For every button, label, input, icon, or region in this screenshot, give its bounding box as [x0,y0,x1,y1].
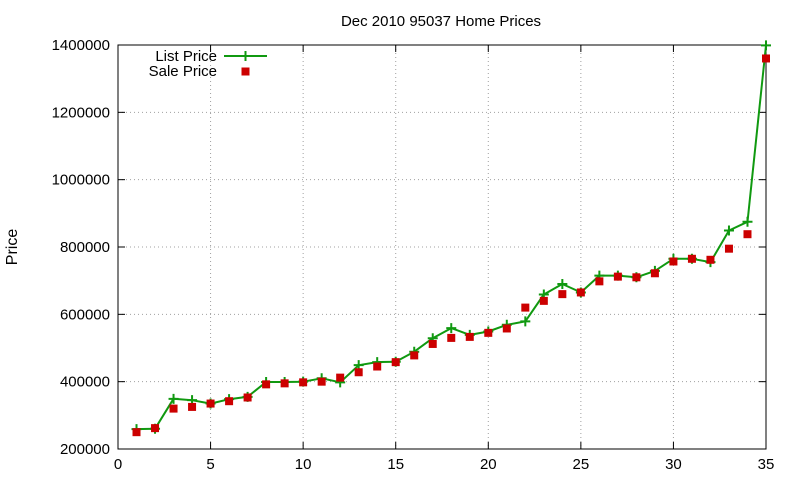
y-tick-label: 1400000 [52,37,110,54]
y-tick-label: 200000 [60,441,110,458]
sale-price-point [317,377,326,386]
axis-ticks: 200000 400000 600000 800000 1000000 1200000 14… [52,37,775,473]
sale-price-point [188,402,197,411]
sale-price-point [447,333,456,342]
x-tick-label: 5 [206,456,214,473]
y-tick-label: 600000 [60,306,110,323]
y-axis-label: Price [4,229,21,266]
legend-marker-list-price [240,51,251,61]
sale-price-point [410,351,419,360]
sale-price-point [132,428,141,437]
x-tick-label: 20 [480,456,497,473]
sale-price-point [206,399,215,408]
sale-price-point [576,288,585,297]
list-price-point [557,279,568,290]
x-tick-label: 0 [114,456,122,473]
list-price-point [723,225,734,236]
x-tick-label: 15 [387,456,404,473]
sale-price-point [632,273,641,282]
y-tick-label: 1000000 [52,172,110,189]
list-price-point [761,40,771,51]
list-price-point [446,323,457,334]
sale-price-point [669,257,678,266]
sale-price-point [743,230,752,239]
sale-price-point [336,373,345,382]
sale-price-point [262,380,271,389]
sale-price-point [687,254,696,263]
data-series [131,40,771,437]
sale-price-point [465,332,474,341]
list-price-point [742,216,753,227]
sale-price-point [502,324,511,333]
sale-price-point [558,290,567,299]
legend-label-list-price: List Price [155,48,217,65]
legend-label-sale-price: Sale Price [149,63,217,80]
sale-price-point [706,255,715,264]
sale-price-point [428,339,437,348]
sale-price-point [280,379,289,388]
list-price-point [168,393,179,404]
y-tick-label: 800000 [60,239,110,256]
x-tick-label: 10 [295,456,312,473]
chart-title: Dec 2010 95037 Home Prices [341,13,541,30]
sale-price-point [151,424,160,433]
sale-price-point [650,269,659,278]
sale-price-point [373,362,382,371]
sale-price-point [391,358,400,367]
sale-price-point [762,54,770,63]
sale-price-point [299,378,308,387]
sale-price-point [354,368,363,377]
list-price-line [136,45,767,431]
y-tick-label: 1200000 [52,104,110,121]
legend: List Price Sale Price [149,48,267,80]
sale-price-point [169,404,178,413]
sale-price-point [225,397,234,406]
sale-price-point [595,277,604,286]
sale-price-point [521,303,530,312]
grid-lines [118,45,766,449]
sale-price-point [724,244,733,253]
list-price-point [520,316,531,327]
sale-price-point [484,328,493,337]
sale-price-point [539,296,548,305]
x-tick-label: 25 [573,456,590,473]
sale-price-point [613,272,622,281]
x-tick-label: 30 [665,456,682,473]
legend-marker-sale-price [241,67,250,76]
x-tick-label: 35 [758,456,775,473]
sale-price-point [243,393,252,402]
y-tick-label: 400000 [60,374,110,391]
